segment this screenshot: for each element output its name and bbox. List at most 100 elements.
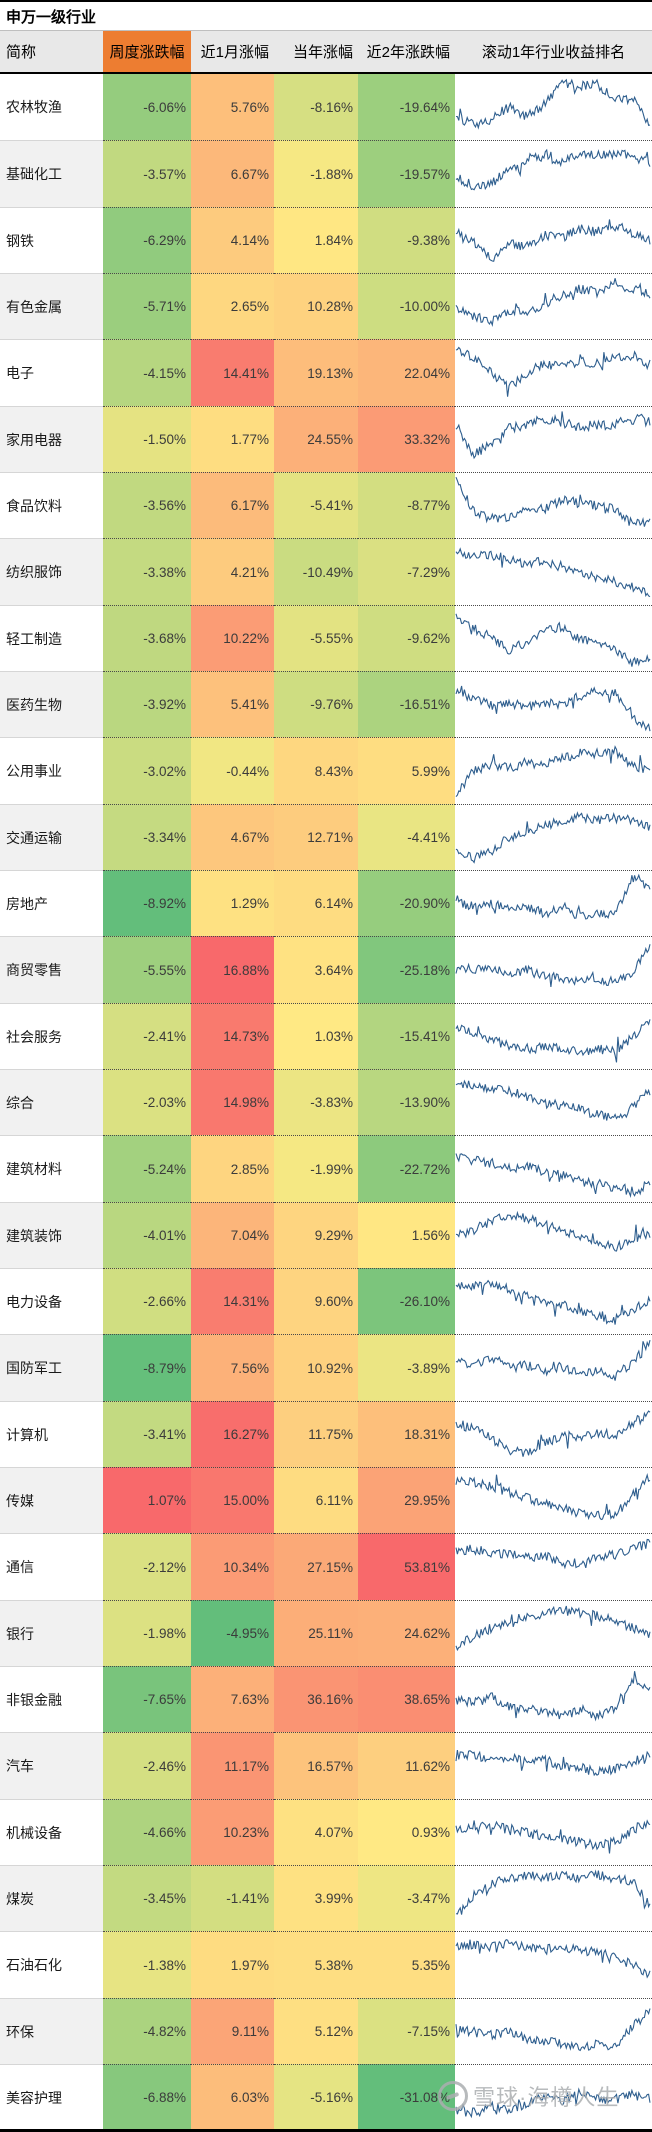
year2-change-cell[interactable]: -8.77% bbox=[358, 471, 455, 539]
month1-change-cell[interactable]: 14.41% bbox=[191, 339, 274, 407]
industry-name-cell[interactable]: 综合 bbox=[0, 1068, 103, 1136]
weekly-change-cell[interactable]: -2.41% bbox=[103, 1002, 191, 1070]
month1-change-cell[interactable]: 16.88% bbox=[191, 936, 274, 1004]
year2-change-cell[interactable]: 29.95% bbox=[358, 1466, 455, 1534]
ytd-change-cell[interactable]: 4.07% bbox=[274, 1798, 358, 1866]
year2-change-cell[interactable]: 33.32% bbox=[358, 405, 455, 473]
ytd-change-cell[interactable]: 16.57% bbox=[274, 1732, 358, 1800]
ytd-change-cell[interactable]: -3.83% bbox=[274, 1068, 358, 1136]
year2-change-cell[interactable]: -25.18% bbox=[358, 936, 455, 1004]
month1-change-cell[interactable]: 10.23% bbox=[191, 1798, 274, 1866]
ytd-change-cell[interactable]: 9.60% bbox=[274, 1267, 358, 1335]
industry-name-cell[interactable]: 社会服务 bbox=[0, 1002, 103, 1070]
industry-name-cell[interactable]: 汽车 bbox=[0, 1732, 103, 1800]
industry-name-cell[interactable]: 家用电器 bbox=[0, 405, 103, 473]
weekly-change-cell[interactable]: -1.98% bbox=[103, 1599, 191, 1667]
industry-name-cell[interactable]: 国防军工 bbox=[0, 1334, 103, 1402]
month1-change-cell[interactable]: 1.97% bbox=[191, 1931, 274, 1999]
ytd-change-cell[interactable]: -1.99% bbox=[274, 1135, 358, 1203]
industry-name-cell[interactable]: 房地产 bbox=[0, 869, 103, 937]
year2-change-cell[interactable]: 11.62% bbox=[358, 1732, 455, 1800]
weekly-change-cell[interactable]: -5.71% bbox=[103, 272, 191, 340]
industry-name-cell[interactable]: 石油石化 bbox=[0, 1931, 103, 1998]
ytd-change-cell[interactable]: -5.41% bbox=[274, 471, 358, 539]
ytd-change-cell[interactable]: 3.99% bbox=[274, 1864, 358, 1932]
month1-change-cell[interactable]: 7.63% bbox=[191, 1665, 274, 1733]
weekly-change-cell[interactable]: -3.34% bbox=[103, 803, 191, 871]
year2-change-cell[interactable]: -9.62% bbox=[358, 604, 455, 672]
ytd-change-cell[interactable]: -8.16% bbox=[274, 74, 358, 141]
month1-change-cell[interactable]: 6.03% bbox=[191, 2063, 274, 2129]
month1-change-cell[interactable]: -0.44% bbox=[191, 737, 274, 805]
weekly-change-cell[interactable]: -4.01% bbox=[103, 1201, 191, 1269]
industry-name-cell[interactable]: 美容护理 bbox=[0, 2063, 103, 2129]
month1-change-cell[interactable]: 5.41% bbox=[191, 670, 274, 738]
ytd-change-cell[interactable]: 25.11% bbox=[274, 1599, 358, 1667]
year2-change-cell[interactable]: 24.62% bbox=[358, 1599, 455, 1667]
month1-change-cell[interactable]: 14.31% bbox=[191, 1267, 274, 1335]
industry-name-cell[interactable]: 电力设备 bbox=[0, 1267, 103, 1335]
month1-change-cell[interactable]: 1.77% bbox=[191, 405, 274, 473]
ytd-change-cell[interactable]: 10.92% bbox=[274, 1334, 358, 1402]
weekly-change-cell[interactable]: -3.38% bbox=[103, 538, 191, 606]
ytd-change-cell[interactable]: -5.16% bbox=[274, 2063, 358, 2129]
month1-change-cell[interactable]: 7.56% bbox=[191, 1334, 274, 1402]
weekly-change-cell[interactable]: -3.41% bbox=[103, 1400, 191, 1468]
weekly-change-cell[interactable]: -2.66% bbox=[103, 1267, 191, 1335]
month1-change-cell[interactable]: 5.76% bbox=[191, 74, 274, 141]
weekly-change-cell[interactable]: -3.57% bbox=[103, 140, 191, 208]
year2-change-cell[interactable]: 1.56% bbox=[358, 1201, 455, 1269]
year2-change-cell[interactable]: -10.00% bbox=[358, 272, 455, 340]
year2-change-cell[interactable]: -7.15% bbox=[358, 1997, 455, 2065]
month1-change-cell[interactable]: 9.11% bbox=[191, 1997, 274, 2065]
year2-change-cell[interactable]: 22.04% bbox=[358, 339, 455, 407]
month1-change-cell[interactable]: 2.65% bbox=[191, 272, 274, 340]
industry-name-cell[interactable]: 环保 bbox=[0, 1997, 103, 2065]
ytd-change-cell[interactable]: 5.38% bbox=[274, 1931, 358, 1999]
month1-change-cell[interactable]: -1.41% bbox=[191, 1864, 274, 1932]
industry-name-cell[interactable]: 商贸零售 bbox=[0, 936, 103, 1004]
year2-change-cell[interactable]: -31.08% bbox=[358, 2063, 455, 2129]
ytd-change-cell[interactable]: -9.76% bbox=[274, 670, 358, 738]
ytd-change-cell[interactable]: -1.88% bbox=[274, 140, 358, 208]
ytd-change-cell[interactable]: 6.11% bbox=[274, 1466, 358, 1534]
month1-change-cell[interactable]: 4.14% bbox=[191, 206, 274, 274]
year2-change-cell[interactable]: 53.81% bbox=[358, 1533, 455, 1601]
weekly-change-cell[interactable]: -3.02% bbox=[103, 737, 191, 805]
year2-change-cell[interactable]: 5.35% bbox=[358, 1931, 455, 1999]
industry-name-cell[interactable]: 银行 bbox=[0, 1599, 103, 1667]
weekly-change-cell[interactable]: -8.92% bbox=[103, 869, 191, 937]
weekly-change-cell[interactable]: -3.56% bbox=[103, 471, 191, 539]
year2-change-cell[interactable]: -9.38% bbox=[358, 206, 455, 274]
ytd-change-cell[interactable]: 12.71% bbox=[274, 803, 358, 871]
industry-name-cell[interactable]: 轻工制造 bbox=[0, 604, 103, 672]
weekly-change-cell[interactable]: 1.07% bbox=[103, 1466, 191, 1534]
year2-change-cell[interactable]: -20.90% bbox=[358, 869, 455, 937]
weekly-change-cell[interactable]: -1.50% bbox=[103, 405, 191, 473]
month1-change-cell[interactable]: 14.98% bbox=[191, 1068, 274, 1136]
weekly-change-cell[interactable]: -8.79% bbox=[103, 1334, 191, 1402]
ytd-change-cell[interactable]: 8.43% bbox=[274, 737, 358, 805]
month1-change-cell[interactable]: 6.67% bbox=[191, 140, 274, 208]
col-header-name[interactable]: 简称 bbox=[6, 44, 37, 61]
ytd-change-cell[interactable]: 1.84% bbox=[274, 206, 358, 274]
month1-change-cell[interactable]: 14.73% bbox=[191, 1002, 274, 1070]
year2-change-cell[interactable]: -19.64% bbox=[358, 74, 455, 141]
ytd-change-cell[interactable]: 19.13% bbox=[274, 339, 358, 407]
year2-change-cell[interactable]: 0.93% bbox=[358, 1798, 455, 1866]
month1-change-cell[interactable]: 11.17% bbox=[191, 1732, 274, 1800]
month1-change-cell[interactable]: 6.17% bbox=[191, 471, 274, 539]
ytd-change-cell[interactable]: 24.55% bbox=[274, 405, 358, 473]
ytd-change-cell[interactable]: 9.29% bbox=[274, 1201, 358, 1269]
industry-name-cell[interactable]: 基础化工 bbox=[0, 140, 103, 208]
industry-name-cell[interactable]: 钢铁 bbox=[0, 206, 103, 274]
industry-name-cell[interactable]: 煤炭 bbox=[0, 1864, 103, 1932]
year2-change-cell[interactable]: 38.65% bbox=[358, 1665, 455, 1733]
industry-name-cell[interactable]: 通信 bbox=[0, 1533, 103, 1600]
ytd-change-cell[interactable]: 36.16% bbox=[274, 1665, 358, 1733]
ytd-change-cell[interactable]: 6.14% bbox=[274, 869, 358, 937]
ytd-change-cell[interactable]: 27.15% bbox=[274, 1533, 358, 1601]
col-header-ytd-change[interactable]: 当年涨幅 bbox=[292, 44, 353, 61]
year2-change-cell[interactable]: -3.89% bbox=[358, 1334, 455, 1402]
col-header-2year-change[interactable]: 近2年涨跌幅 bbox=[366, 44, 450, 61]
